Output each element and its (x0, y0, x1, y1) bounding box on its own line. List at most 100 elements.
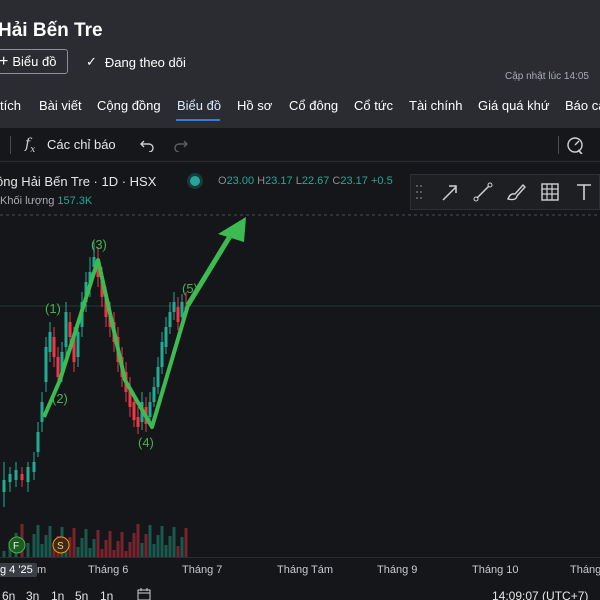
volume-bar (132, 533, 136, 557)
candle-body (2, 480, 6, 492)
candle-body (44, 347, 48, 382)
volume-bar (148, 525, 152, 557)
volume-bar (144, 534, 148, 557)
chart-button[interactable]: + Biểu đồ (0, 49, 68, 74)
candle-body (72, 337, 76, 362)
time-axis-label: Tháng 10 (472, 564, 519, 576)
redo-icon[interactable] (174, 138, 188, 152)
calendar-icon[interactable] (137, 587, 151, 600)
target-arrow-head[interactable] (218, 217, 246, 242)
volume-legend: Khối lượng 157.3K (0, 195, 93, 207)
volume-bar (116, 541, 120, 557)
candle-body (32, 462, 36, 472)
time-axis-label: Tháng 6 (88, 564, 129, 576)
drawing-toolbar (410, 174, 600, 210)
volume-bar (84, 529, 88, 557)
volume-bar (180, 537, 184, 557)
arrow-tool-icon[interactable] (439, 181, 461, 203)
volume-bar (36, 525, 40, 557)
candle-body (26, 467, 30, 482)
price-chart[interactable]: (1) (2) (3) (4) (5) F S ông Hải Bến Tre … (0, 162, 600, 557)
volume-bar (104, 540, 108, 557)
active-tab-indicator (176, 119, 220, 121)
range-button[interactable]: 5n (75, 589, 89, 600)
stock-title: Hải Bến Tre (0, 20, 103, 41)
divider (10, 136, 11, 154)
tab-posts[interactable]: Bài viết (39, 98, 82, 113)
range-button[interactable]: 1n (100, 589, 114, 600)
tab-bar: tích Bài viết Cộng đồng Biểu đồ Hồ sơ Cổ… (0, 96, 600, 122)
candle-body (56, 357, 60, 377)
candle-body (40, 402, 44, 422)
fx-icon[interactable]: fx (25, 136, 36, 155)
range-button[interactable]: 6n (2, 589, 16, 600)
tab-dividends[interactable]: Cổ tức (354, 98, 394, 113)
stock-header: Hải Bến Tre + Biểu đồ ✓ Đang theo dõi Cậ… (0, 0, 600, 128)
volume-bar (26, 543, 30, 557)
updated-time: Cập nhật lúc 14:05 (505, 71, 589, 82)
elliott-wave-line[interactable] (42, 258, 190, 429)
volume-bar (32, 534, 36, 557)
volume-bar (168, 536, 172, 557)
follow-button[interactable]: ✓ Đang theo dõi (86, 54, 186, 70)
volume-bar (40, 544, 44, 557)
volume-bar (176, 546, 180, 557)
range-button[interactable]: 1n (51, 589, 65, 600)
time-axis-label: m (37, 564, 47, 576)
candle-body (176, 307, 180, 322)
target-arrow-shaft[interactable] (185, 226, 238, 307)
financial-event-label: F (13, 541, 19, 552)
tab-reports[interactable]: Báo cá (565, 98, 600, 113)
clock-readout: 14:09:07 (UTC+7) (492, 589, 589, 600)
chart-canvas[interactable]: (1) (2) (3) (4) (5) F S (0, 162, 600, 557)
plus-icon: + (0, 52, 9, 70)
volume-bar (172, 527, 176, 557)
volume-bars (2, 524, 188, 557)
candlesticks (2, 242, 188, 507)
indicators-button[interactable]: Các chỉ báo (47, 137, 116, 152)
volume-bar (80, 538, 84, 557)
tab-profile[interactable]: Hồ sơ (237, 98, 273, 113)
volume-bar (100, 549, 104, 557)
split-event-marker[interactable] (52, 536, 70, 554)
chart-toolbar: fx Các chỉ báo (0, 128, 600, 162)
candle-body (14, 470, 18, 480)
volume-bar (112, 550, 116, 557)
range-button[interactable]: 3n (26, 589, 40, 600)
tab-community[interactable]: Cộng đồng (97, 98, 161, 113)
tab-shareholders[interactable]: Cổ đông (289, 98, 339, 113)
volume-bar (108, 531, 112, 557)
grid-tool-icon[interactable] (539, 181, 561, 203)
volume-bar (184, 528, 188, 557)
candle-body (64, 312, 68, 347)
time-axis-label: Tháng Tám (277, 564, 334, 576)
volume-bar (120, 532, 124, 557)
split-event-label: S (57, 541, 64, 552)
financial-event-marker[interactable] (8, 536, 26, 554)
undo-icon[interactable] (140, 138, 154, 152)
brush-icon[interactable] (505, 181, 527, 203)
gauge-icon[interactable] (566, 136, 584, 154)
candle-body (96, 262, 100, 277)
candle-body (104, 297, 108, 317)
candle-body (172, 302, 176, 312)
divider (558, 136, 559, 154)
wave-label: (1) (45, 301, 61, 316)
time-axis-label: Tháng 7 (182, 564, 223, 576)
follow-label: Đang theo dõi (104, 54, 186, 70)
wave-label: (2) (52, 391, 68, 406)
tab-chart[interactable]: Biểu đồ (177, 98, 222, 113)
drag-handle-icon[interactable] (415, 183, 423, 201)
volume-bar (152, 544, 156, 557)
candle-body (100, 277, 104, 297)
text-tool-icon[interactable] (573, 181, 595, 203)
volume-bar (128, 542, 132, 557)
volume-bar (48, 526, 52, 557)
tab-analysis[interactable]: tích (0, 98, 21, 113)
trend-line-icon[interactable] (472, 181, 494, 203)
tab-price-history[interactable]: Giá quá khứ (478, 98, 550, 113)
volume-bar (88, 548, 92, 557)
tab-financials[interactable]: Tài chính (409, 98, 463, 113)
time-axis-label: g 4 '25 (0, 563, 37, 577)
volume-bar (124, 551, 128, 557)
